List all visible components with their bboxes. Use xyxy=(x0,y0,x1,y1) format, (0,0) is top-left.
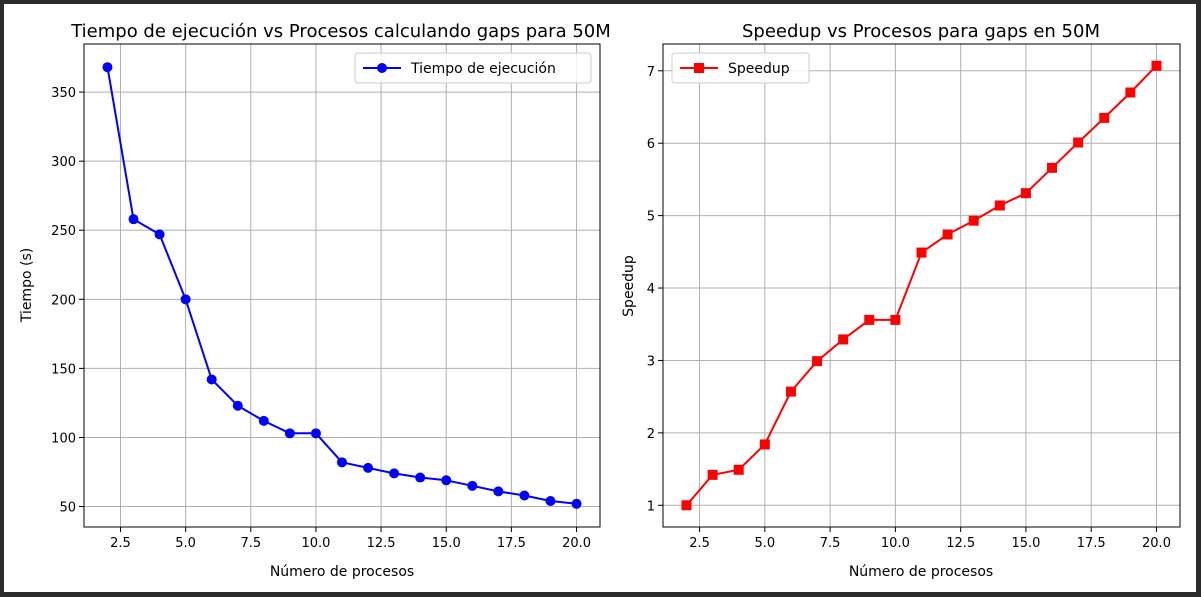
data-point xyxy=(838,334,849,345)
chart-title: Tiempo de ejecución vs Procesos calculan… xyxy=(70,21,611,42)
series-layer xyxy=(681,60,1162,511)
data-point xyxy=(681,500,692,511)
data-point xyxy=(571,498,582,509)
data-point xyxy=(154,229,165,240)
data-point xyxy=(545,496,556,507)
x-tick-label: 10.0 xyxy=(301,536,330,551)
data-point xyxy=(1047,162,1058,173)
data-point xyxy=(389,468,400,479)
x-tick-label: 7.5 xyxy=(820,536,841,551)
data-point xyxy=(206,374,217,385)
data-point xyxy=(785,386,796,397)
series-line xyxy=(106,67,577,505)
data-point xyxy=(180,294,191,305)
legend: Tiempo de ejecución xyxy=(354,52,592,84)
data-point xyxy=(1020,188,1031,199)
y-tick-label: 350 xyxy=(51,86,76,101)
y-tick-label: 3 xyxy=(647,354,655,369)
data-point xyxy=(942,229,953,240)
x-tick-label: 2.5 xyxy=(110,536,131,551)
data-point xyxy=(890,314,901,325)
x-tick-label: 7.5 xyxy=(240,536,261,551)
x-tick-label: 5.0 xyxy=(175,536,196,551)
legend-marker xyxy=(694,63,704,73)
legend-label: Speedup xyxy=(728,61,790,77)
plot-frame xyxy=(662,43,1181,528)
legend-box xyxy=(671,52,810,84)
y-tick-label: 7 xyxy=(647,65,655,80)
data-point xyxy=(759,439,770,450)
data-point xyxy=(519,490,530,501)
data-point xyxy=(493,486,504,497)
x-tick-label: 15.0 xyxy=(432,536,461,551)
y-tick-label: 250 xyxy=(51,224,76,239)
data-point xyxy=(441,475,452,486)
y-tick-label: 1 xyxy=(647,499,655,514)
data-point xyxy=(284,428,295,439)
legend-marker xyxy=(377,63,387,73)
data-point xyxy=(128,214,139,225)
axis-ticks: 2.5 5.0 7.5 10.0 12.5 15.0 17.5 20.0 50 100 150 200… xyxy=(51,86,591,551)
y-tick-label: 150 xyxy=(51,362,76,377)
data-point xyxy=(363,462,374,473)
chart-execution-time: Tiempo de ejecución vs Procesos calculan… xyxy=(19,21,611,580)
data-point xyxy=(415,472,426,483)
data-point xyxy=(467,480,478,491)
x-tick-label: 12.5 xyxy=(946,536,975,551)
x-axis-label: Número de procesos xyxy=(270,564,414,580)
y-tick-label: 6 xyxy=(647,137,655,152)
chart-speedup: Speedup vs Procesos para gaps en 50M 2.5… xyxy=(621,21,1181,580)
y-tick-label: 5 xyxy=(647,210,655,225)
y-tick-label: 300 xyxy=(51,155,76,170)
data-point xyxy=(337,457,347,468)
data-point xyxy=(864,314,875,325)
x-tick-label: 10.0 xyxy=(881,536,910,551)
data-point xyxy=(102,62,113,73)
legend: Speedup xyxy=(671,52,810,84)
y-tick-label: 100 xyxy=(51,431,76,446)
x-tick-label: 15.0 xyxy=(1011,536,1040,551)
data-point xyxy=(1125,87,1136,98)
grid-lines xyxy=(84,44,600,527)
figure-canvas: Tiempo de ejecución vs Procesos calculan… xyxy=(4,4,1196,592)
data-point xyxy=(968,215,979,226)
data-point xyxy=(733,464,744,475)
data-point xyxy=(1073,137,1084,148)
figure-svg: Tiempo de ejecución vs Procesos calculan… xyxy=(19,21,1181,580)
x-tick-label: 17.5 xyxy=(1077,536,1106,551)
y-axis-label: Tiempo (s) xyxy=(19,248,35,323)
y-axis-label: Speedup xyxy=(621,255,637,317)
data-point xyxy=(258,415,269,426)
y-tick-label: 200 xyxy=(51,293,76,308)
chart-title: Speedup vs Procesos para gaps en 50M xyxy=(742,21,1100,42)
data-point xyxy=(232,400,243,411)
data-point xyxy=(1099,112,1110,123)
plot-frame xyxy=(83,43,601,528)
series-line xyxy=(685,65,1158,506)
legend-box xyxy=(354,52,592,84)
axis-ticks: 2.5 5.0 7.5 10.0 12.5 15.0 17.5 20.0 1 2 3 4 5 6 7 xyxy=(647,65,1171,551)
x-tick-label: 20.0 xyxy=(1142,536,1171,551)
x-tick-label: 20.0 xyxy=(562,536,591,551)
data-point xyxy=(916,247,927,258)
data-point xyxy=(1151,60,1162,71)
data-point xyxy=(310,428,321,439)
y-tick-label: 4 xyxy=(647,282,655,297)
y-tick-label: 50 xyxy=(59,501,76,516)
x-tick-label: 2.5 xyxy=(689,536,710,551)
y-tick-label: 2 xyxy=(647,427,655,442)
data-point xyxy=(994,200,1005,211)
grid-lines xyxy=(663,44,1180,527)
series-layer xyxy=(102,62,582,509)
data-point xyxy=(812,356,823,367)
x-tick-label: 5.0 xyxy=(754,536,775,551)
x-axis-label: Número de procesos xyxy=(849,564,993,580)
data-point xyxy=(707,469,718,480)
x-tick-label: 17.5 xyxy=(497,536,526,551)
x-tick-label: 12.5 xyxy=(367,536,396,551)
legend-label: Tiempo de ejecución xyxy=(410,61,556,77)
